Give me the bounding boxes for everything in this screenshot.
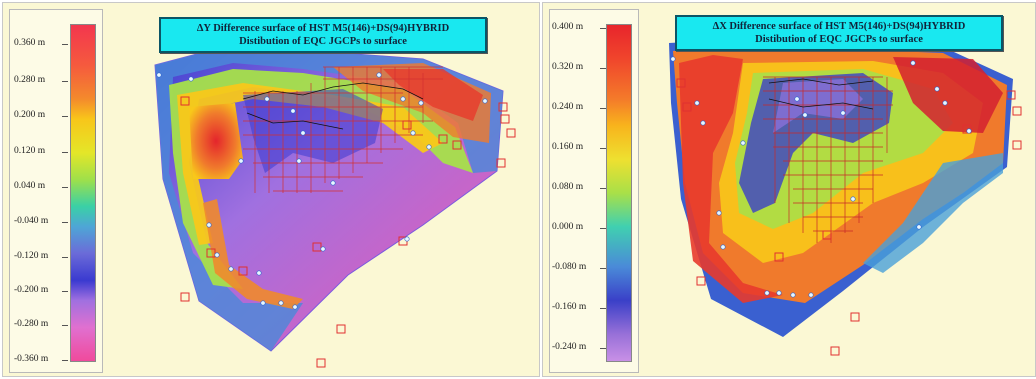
surface-zone — [383, 69, 483, 121]
gcp-grid — [763, 76, 893, 243]
surface-zone — [243, 89, 383, 173]
title-line-1: ΔY Difference surface of HST M5(146)+DS(… — [196, 23, 450, 34]
legend-tick: 0.240 m — [552, 102, 607, 112]
legend-tick: -0.120 m — [14, 251, 69, 261]
delta-x-map-panel: 0.400 m 0.320 m 0.240 m 0.160 m 0.080 m … — [542, 2, 1036, 377]
legend-tick: 0.120 m — [14, 146, 69, 156]
delta-y-legend: 0.360 m 0.280 m 0.200 m 0.120 m 0.040 m … — [9, 9, 103, 373]
legend-tick: 0.400 m — [552, 22, 607, 32]
surface-zone — [203, 199, 303, 309]
legend-tick: -0.280 m — [14, 319, 69, 329]
delta-y-map-panel: 0.360 m 0.280 m 0.200 m 0.120 m 0.040 m … — [2, 2, 540, 377]
region-boundary — [242, 82, 424, 130]
gcp-markers — [180, 96, 516, 368]
surface-zone — [679, 55, 783, 303]
legend-tick: -0.240 m — [552, 342, 607, 352]
title-line-2: Distibution of EQC JGCPs to surface — [755, 34, 923, 45]
legend-tick: 0.280 m — [14, 75, 69, 85]
delta-x-map-title: ΔX Difference surface of HST M5(146)+DS(… — [675, 15, 1003, 51]
gcp-markers — [676, 78, 1022, 356]
legend-tick: -0.080 m — [552, 262, 607, 272]
legend-tick: 0.200 m — [14, 110, 69, 120]
surface-zone — [773, 79, 863, 133]
title-line-1: ΔX Difference surface of HST M5(146)+DS(… — [712, 21, 966, 32]
surface-hotspot — [189, 103, 243, 179]
legend-tick: 0.360 m — [14, 38, 69, 48]
legend-tick: 0.040 m — [14, 181, 69, 191]
legend-tick: 0.160 m — [552, 142, 607, 152]
legend-tick: -0.040 m — [14, 216, 69, 226]
legend-tick: -0.160 m — [552, 302, 607, 312]
gcp-grid — [243, 66, 443, 193]
delta-y-map-title: ΔY Difference surface of HST M5(146)+DS(… — [159, 17, 487, 53]
gcp-points — [670, 56, 972, 298]
legend-tick: 0.000 m — [552, 222, 607, 232]
legend-tick: -0.360 m — [14, 354, 69, 364]
surface-zone — [863, 153, 1003, 273]
legend-tick: 0.320 m — [552, 62, 607, 72]
delta-y-surface-map — [154, 44, 516, 368]
region-boundary — [768, 78, 874, 110]
surface-zone — [177, 83, 443, 245]
surface-zone — [739, 73, 893, 213]
surface-hotspot — [893, 57, 1003, 133]
delta-x-surface-map — [669, 39, 1022, 356]
delta-x-legend: 0.400 m 0.320 m 0.240 m 0.160 m 0.080 m … — [549, 9, 639, 373]
legend-tick: -0.200 m — [14, 285, 69, 295]
title-line-2: Distibution of EQC JGCPs to surface — [239, 36, 407, 47]
delta-x-color-scale — [606, 24, 632, 362]
legend-tick: 0.080 m — [552, 182, 607, 192]
gcp-points — [156, 72, 488, 310]
delta-y-color-scale — [70, 24, 96, 362]
